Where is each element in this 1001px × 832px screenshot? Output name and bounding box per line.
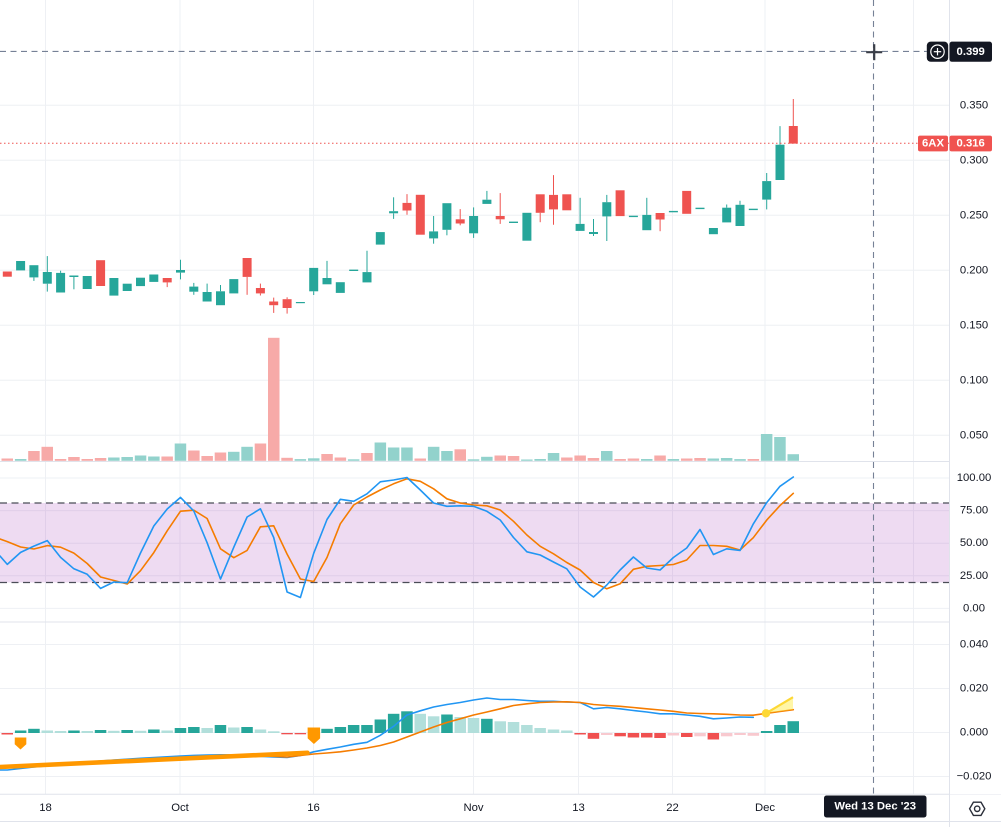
svg-text:22: 22 <box>666 802 679 814</box>
svg-text:0.00: 0.00 <box>963 602 985 614</box>
svg-text:25.00: 25.00 <box>960 570 988 582</box>
svg-text:−0.020: −0.020 <box>957 771 992 783</box>
svg-text:0.040: 0.040 <box>960 639 988 651</box>
svg-text:100.00: 100.00 <box>957 472 992 484</box>
svg-text:0.020: 0.020 <box>960 683 988 695</box>
svg-text:18: 18 <box>39 802 52 814</box>
svg-text:0.300: 0.300 <box>960 154 988 166</box>
svg-text:0.350: 0.350 <box>960 99 988 111</box>
svg-text:Nov: Nov <box>463 802 483 814</box>
svg-text:Dec: Dec <box>755 802 775 814</box>
svg-text:Oct: Oct <box>171 802 189 814</box>
svg-text:0.200: 0.200 <box>960 264 988 276</box>
svg-text:0.100: 0.100 <box>960 374 988 386</box>
svg-text:0.399: 0.399 <box>957 46 985 58</box>
svg-text:0.050: 0.050 <box>960 429 988 441</box>
svg-text:13: 13 <box>572 802 585 814</box>
svg-text:0.000: 0.000 <box>960 727 988 739</box>
svg-text:50.00: 50.00 <box>960 537 988 549</box>
svg-text:0.250: 0.250 <box>960 209 988 221</box>
svg-text:Wed 13 Dec '23: Wed 13 Dec '23 <box>834 801 916 813</box>
svg-text:6AX: 6AX <box>922 138 944 150</box>
svg-text:16: 16 <box>307 802 320 814</box>
svg-text:0.316: 0.316 <box>957 138 985 150</box>
svg-text:75.00: 75.00 <box>960 505 988 517</box>
svg-text:0.150: 0.150 <box>960 319 988 331</box>
